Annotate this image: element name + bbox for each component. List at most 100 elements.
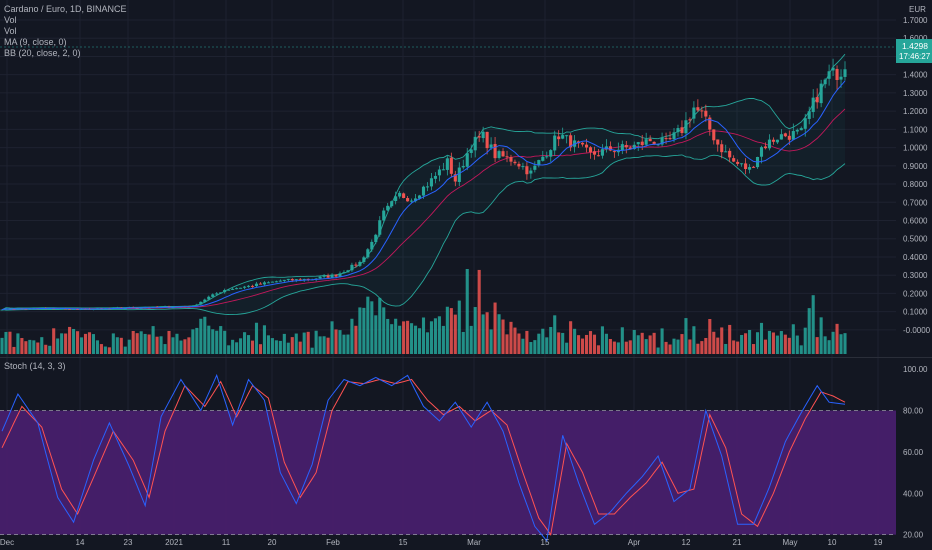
price-axis[interactable]: 1.70001.60001.50001.40001.30001.20001.10… <box>903 16 931 335</box>
candle-body <box>425 186 430 188</box>
volume-bar <box>676 339 680 354</box>
volume-bar <box>835 323 839 354</box>
volume-bar <box>52 328 56 354</box>
volume-bar <box>557 332 561 354</box>
time-tick-label: 20 <box>268 538 277 547</box>
time-tick-label: 15 <box>399 538 408 547</box>
volume-bar <box>596 345 601 354</box>
indicator-stoch[interactable]: Stoch (14, 3, 3) <box>4 361 66 371</box>
candle-body <box>672 132 676 140</box>
candle-body <box>56 308 60 310</box>
volume-bar <box>243 332 247 354</box>
last-price-value: 1.4298 <box>902 41 928 51</box>
volume-bar <box>278 340 282 354</box>
price-tick-label: 1.3000 <box>903 89 928 98</box>
volume-bar <box>652 332 656 354</box>
candle-body <box>712 129 716 141</box>
stochastic-panel <box>0 373 896 543</box>
candle-body <box>660 137 664 145</box>
volume-bar <box>83 333 88 354</box>
price-tick-label: 0.3000 <box>903 271 928 280</box>
volume-bar <box>290 337 294 354</box>
candle-body <box>358 261 362 266</box>
volume-bar <box>310 347 314 354</box>
volume-bar <box>167 330 171 354</box>
indicator-bb[interactable]: BB (20, close, 2, 0) <box>4 48 81 58</box>
volume-bar <box>588 331 593 354</box>
volume-bar <box>76 331 80 354</box>
volume-bar <box>481 314 485 354</box>
volume-bar <box>449 308 453 354</box>
price-tick-label: 0.7000 <box>903 198 928 207</box>
volume-bar <box>624 341 628 354</box>
candle-body <box>270 281 274 283</box>
volume-bar <box>155 336 159 354</box>
candle-body <box>294 279 298 281</box>
volume-bar <box>744 333 748 354</box>
candle-body <box>584 144 589 148</box>
volume-bar <box>406 320 410 354</box>
volume-bar <box>378 297 382 354</box>
volume-bar <box>254 322 259 354</box>
candle-body <box>751 166 756 168</box>
candle-body <box>437 169 441 176</box>
volume-bar <box>461 331 465 354</box>
candle-body <box>799 128 803 131</box>
candle-body <box>656 144 660 146</box>
volume-bar <box>127 339 131 354</box>
candle-body <box>413 198 418 202</box>
volume-bar <box>4 331 8 354</box>
volume-bar <box>199 318 203 354</box>
symbol-title[interactable]: Cardano / Euro, 1D, BINANCE <box>4 4 127 14</box>
volume-bar <box>20 338 24 354</box>
candle-body <box>736 161 740 164</box>
volume-bar <box>628 340 632 354</box>
candle-body <box>771 139 775 142</box>
volume-bar <box>541 328 545 354</box>
candle-body <box>819 83 823 104</box>
indicator-ma[interactable]: MA (9, close, 0) <box>4 37 67 47</box>
volume-bar <box>600 326 604 354</box>
volume-bar <box>668 344 672 354</box>
candle-body <box>517 163 521 167</box>
time-axis[interactable]: Dec 14 23 2021 11 20 Feb 15 Mar 15 Apr 12 21 May 10 19 <box>0 538 883 547</box>
volume-bar <box>421 317 426 354</box>
volume-bar <box>700 341 704 354</box>
candle-body <box>720 144 724 153</box>
candle-body <box>529 170 533 174</box>
volume-bar <box>437 316 441 354</box>
candle-body <box>652 141 656 145</box>
volume-bar <box>728 324 732 354</box>
volume-bar <box>36 342 40 354</box>
indicator-vol-1[interactable]: Vol <box>4 15 17 25</box>
stoch-axis[interactable]: 100.00 80.00 60.00 40.00 20.00 <box>903 365 928 540</box>
volume-bar <box>274 340 278 354</box>
volume-bar <box>95 340 99 354</box>
volume-bar <box>270 338 274 354</box>
candle-body <box>258 283 263 285</box>
volume-bar <box>159 336 163 354</box>
candle-body <box>250 285 255 287</box>
candle-body <box>76 308 80 310</box>
candle-body <box>763 146 768 149</box>
candle-body <box>398 192 402 197</box>
volume-bar <box>529 342 533 354</box>
indicator-vol-2[interactable]: Vol <box>4 26 17 36</box>
volume-bar <box>16 333 20 354</box>
candle-body <box>469 149 473 153</box>
volume-bar <box>119 337 123 354</box>
volume-bar <box>561 332 565 354</box>
candle-body <box>775 139 779 143</box>
candle-body <box>374 234 378 243</box>
volume-bar <box>795 335 799 354</box>
volume-bar <box>258 344 263 354</box>
candle-body <box>243 286 247 288</box>
currency-label: EUR <box>909 5 926 14</box>
volume-bar <box>294 333 298 354</box>
stoch-tick-label: 20.00 <box>903 531 924 540</box>
candle-body <box>728 150 732 158</box>
bar-countdown: 17:46:27 <box>899 52 931 61</box>
volume-bar <box>569 321 573 354</box>
candle-body <box>485 131 489 149</box>
